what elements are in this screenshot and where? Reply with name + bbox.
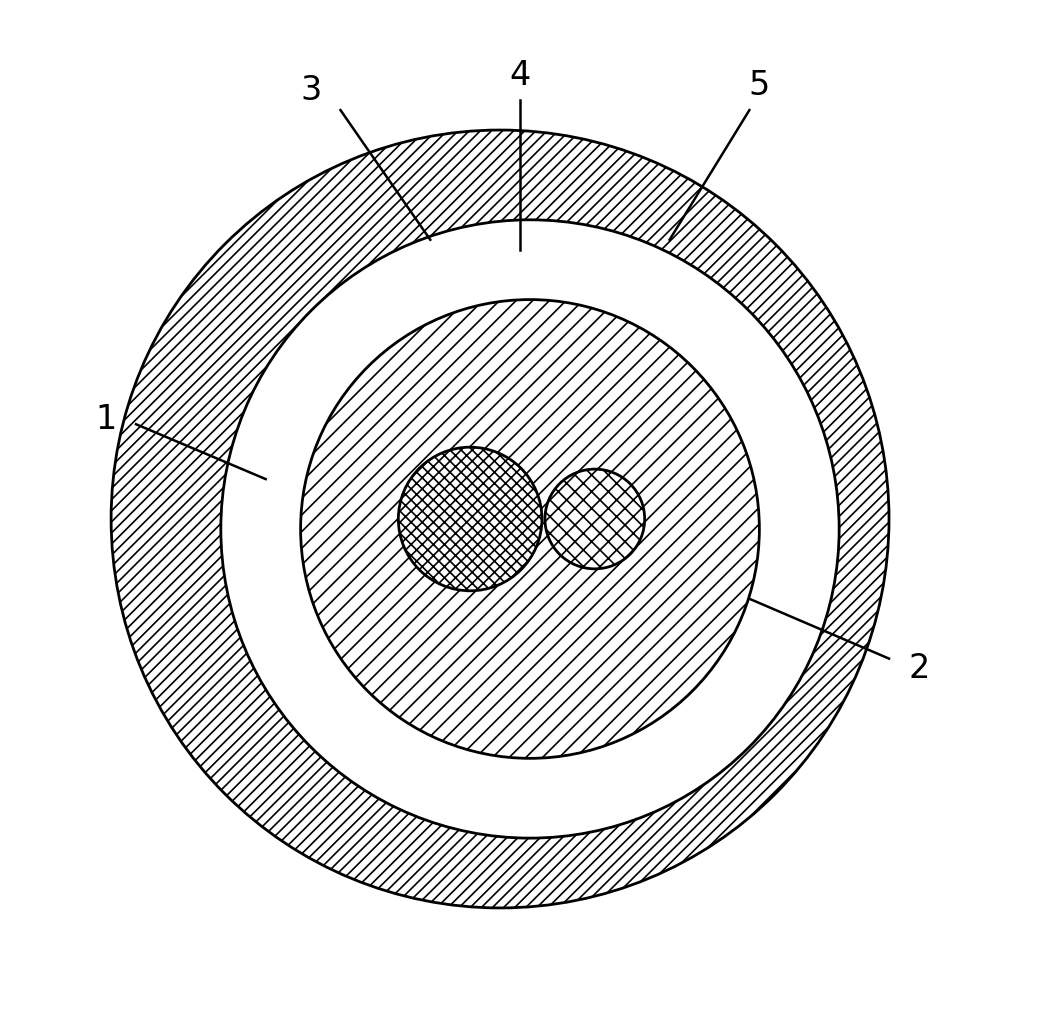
Text: 4: 4	[509, 59, 530, 92]
Text: 5: 5	[749, 69, 770, 102]
Circle shape	[398, 448, 542, 591]
Circle shape	[545, 469, 645, 569]
Circle shape	[111, 130, 889, 908]
Circle shape	[220, 220, 839, 839]
Text: 3: 3	[300, 74, 321, 107]
Text: 1: 1	[96, 402, 117, 435]
Circle shape	[300, 299, 759, 758]
Text: 2: 2	[908, 652, 929, 685]
